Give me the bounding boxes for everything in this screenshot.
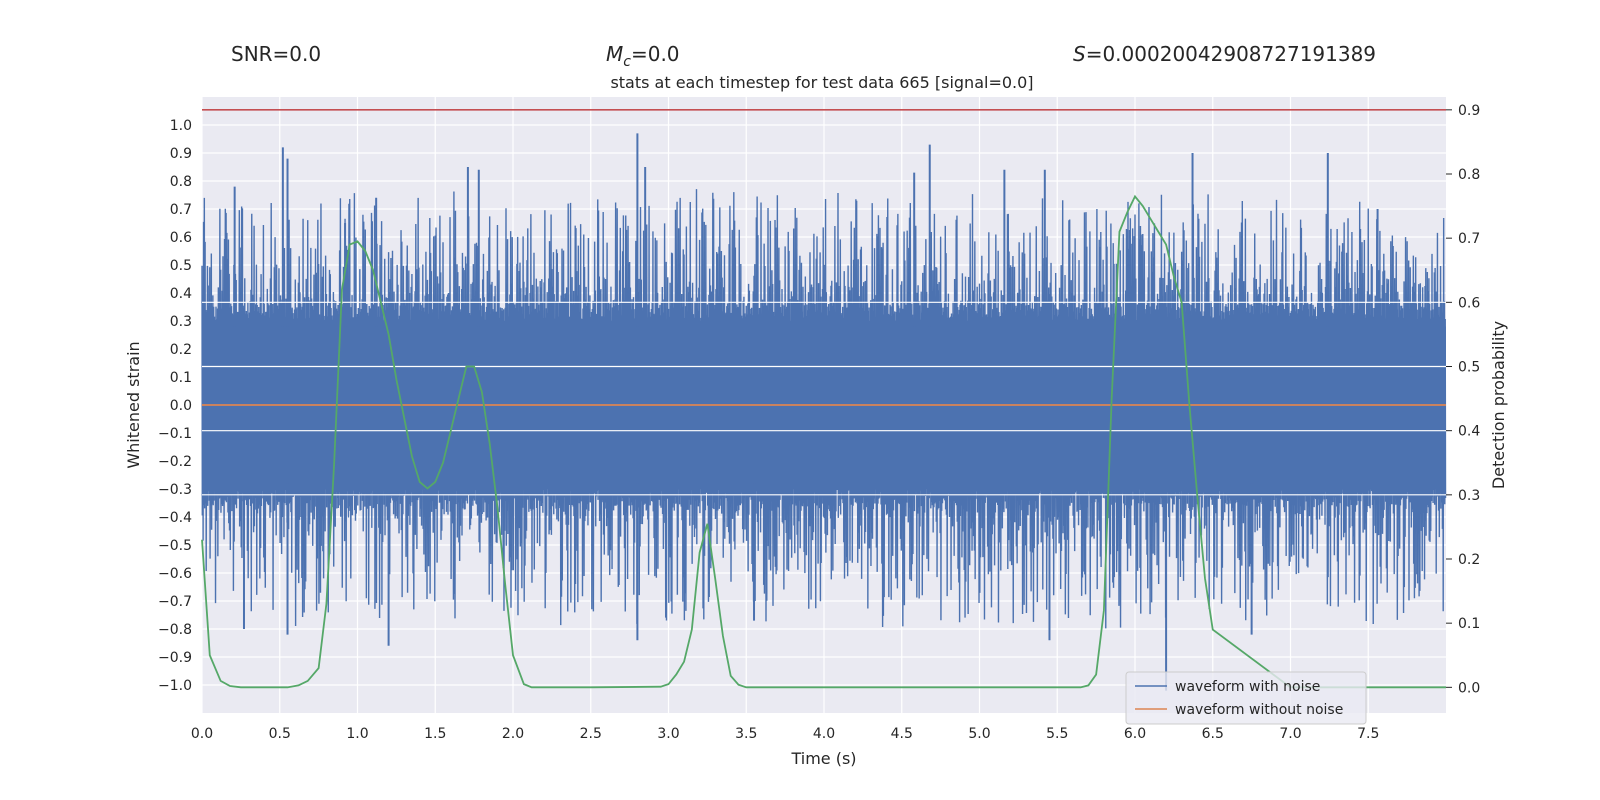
x-tick-label: 0.5 bbox=[269, 726, 291, 742]
y-right-tick-label: 0.5 bbox=[1458, 360, 1480, 376]
probability-line bbox=[201, 194, 1446, 689]
y-right-tick-label: 0.9 bbox=[1458, 103, 1480, 119]
x-tick-label: 5.5 bbox=[1046, 726, 1068, 742]
y-right-tick-label: 0.7 bbox=[1458, 231, 1480, 247]
legend: waveform with noise waveform without noi… bbox=[1125, 671, 1367, 725]
y-right-tick-label: 0.2 bbox=[1458, 552, 1480, 568]
y-left-tick-label: −0.8 bbox=[158, 622, 192, 638]
x-axis-ticks: 0.0 0.5 1.0 1.5 2.0 2.5 3.0 3.5 4.0 4.5 5.0 5.5 6.0 6… bbox=[191, 726, 1380, 742]
y-right-tick-label: 0.3 bbox=[1458, 488, 1480, 504]
y-left-tick-label: 0.2 bbox=[170, 342, 192, 358]
x-tick-label: 7.5 bbox=[1357, 726, 1379, 742]
y-right-tick-label: 0.1 bbox=[1458, 616, 1480, 632]
x-tick-label: 1.0 bbox=[346, 726, 368, 742]
x-tick-label: 2.5 bbox=[580, 726, 602, 742]
x-tick-label: 5.0 bbox=[968, 726, 990, 742]
y-right-tick-label: 0.4 bbox=[1458, 424, 1480, 440]
legend-label-clean: waveform without noise bbox=[1175, 702, 1343, 718]
y-left-tick-label: −0.6 bbox=[158, 566, 192, 582]
y-left-tick-label: −0.4 bbox=[158, 510, 192, 526]
y-left-tick-label: −0.5 bbox=[158, 538, 192, 554]
mc-symbol: M bbox=[606, 42, 623, 66]
x-tick-label: 3.5 bbox=[735, 726, 757, 742]
chirp-mass-stat: Mc=0.0 bbox=[606, 42, 680, 70]
legend-box bbox=[1125, 671, 1367, 725]
y-left-tick-label: −0.3 bbox=[158, 482, 192, 498]
s-value: =0.00020042908727191389 bbox=[1086, 42, 1376, 66]
snr-stat: SNR=0.0 bbox=[231, 42, 321, 66]
y-left-tick-label: 0.4 bbox=[170, 286, 192, 302]
s-stat: S=0.00020042908727191389 bbox=[1073, 42, 1376, 66]
mc-subscript: c bbox=[623, 54, 631, 70]
x-tick-label: 6.5 bbox=[1202, 726, 1224, 742]
legend-label-noise: waveform with noise bbox=[1175, 679, 1320, 695]
x-tick-label: 3.0 bbox=[657, 726, 679, 742]
y-left-tick-label: 0.7 bbox=[170, 202, 192, 218]
x-tick-label: 4.5 bbox=[891, 726, 913, 742]
y-left-tick-label: 1.0 bbox=[170, 118, 192, 134]
y-left-tick-label: 0.1 bbox=[170, 370, 192, 386]
y-axis-left-ticks: 1.0 0.9 0.8 0.7 0.6 0.5 0.4 0.3 0.2 0.1 0.0 −0.1 −0.… bbox=[158, 118, 192, 694]
y-left-tick-label: 0.5 bbox=[170, 258, 192, 274]
y-left-tick-label: 0.0 bbox=[170, 398, 192, 414]
y-left-tick-label: −0.7 bbox=[158, 594, 192, 610]
y-left-tick-label: 0.6 bbox=[170, 230, 192, 246]
mc-value: =0.0 bbox=[631, 42, 680, 66]
y-left-tick-label: 0.8 bbox=[170, 174, 192, 190]
y-axis-right-ticks: 0.9 0.8 0.7 0.6 0.5 0.4 0.3 0.2 0.1 0.0 bbox=[1446, 103, 1480, 696]
y-axis-right-label: Detection probability bbox=[1489, 321, 1508, 489]
x-tick-label: 1.5 bbox=[424, 726, 446, 742]
x-tick-label: 0.0 bbox=[191, 726, 213, 742]
y-left-tick-label: −1.0 bbox=[158, 678, 192, 694]
x-tick-label: 4.0 bbox=[813, 726, 835, 742]
x-axis-label: Time (s) bbox=[790, 749, 856, 768]
y-right-tick-label: 0.8 bbox=[1458, 167, 1480, 183]
x-tick-label: 2.0 bbox=[502, 726, 524, 742]
y-right-tick-label: 0.6 bbox=[1458, 295, 1480, 311]
chart-title: stats at each timestep for test data 665… bbox=[610, 73, 1033, 92]
y-left-tick-label: 0.3 bbox=[170, 314, 192, 330]
s-symbol: S bbox=[1073, 42, 1086, 66]
y-axis-left-label: Whitened strain bbox=[124, 341, 143, 468]
y-left-tick-label: 0.9 bbox=[170, 146, 192, 162]
y-right-tick-label: 0.0 bbox=[1458, 680, 1480, 696]
x-tick-label: 7.0 bbox=[1279, 726, 1301, 742]
y-left-tick-label: −0.9 bbox=[158, 650, 192, 666]
y-left-tick-label: −0.1 bbox=[158, 426, 192, 442]
y-left-tick-label: −0.2 bbox=[158, 454, 192, 470]
x-tick-label: 6.0 bbox=[1124, 726, 1146, 742]
